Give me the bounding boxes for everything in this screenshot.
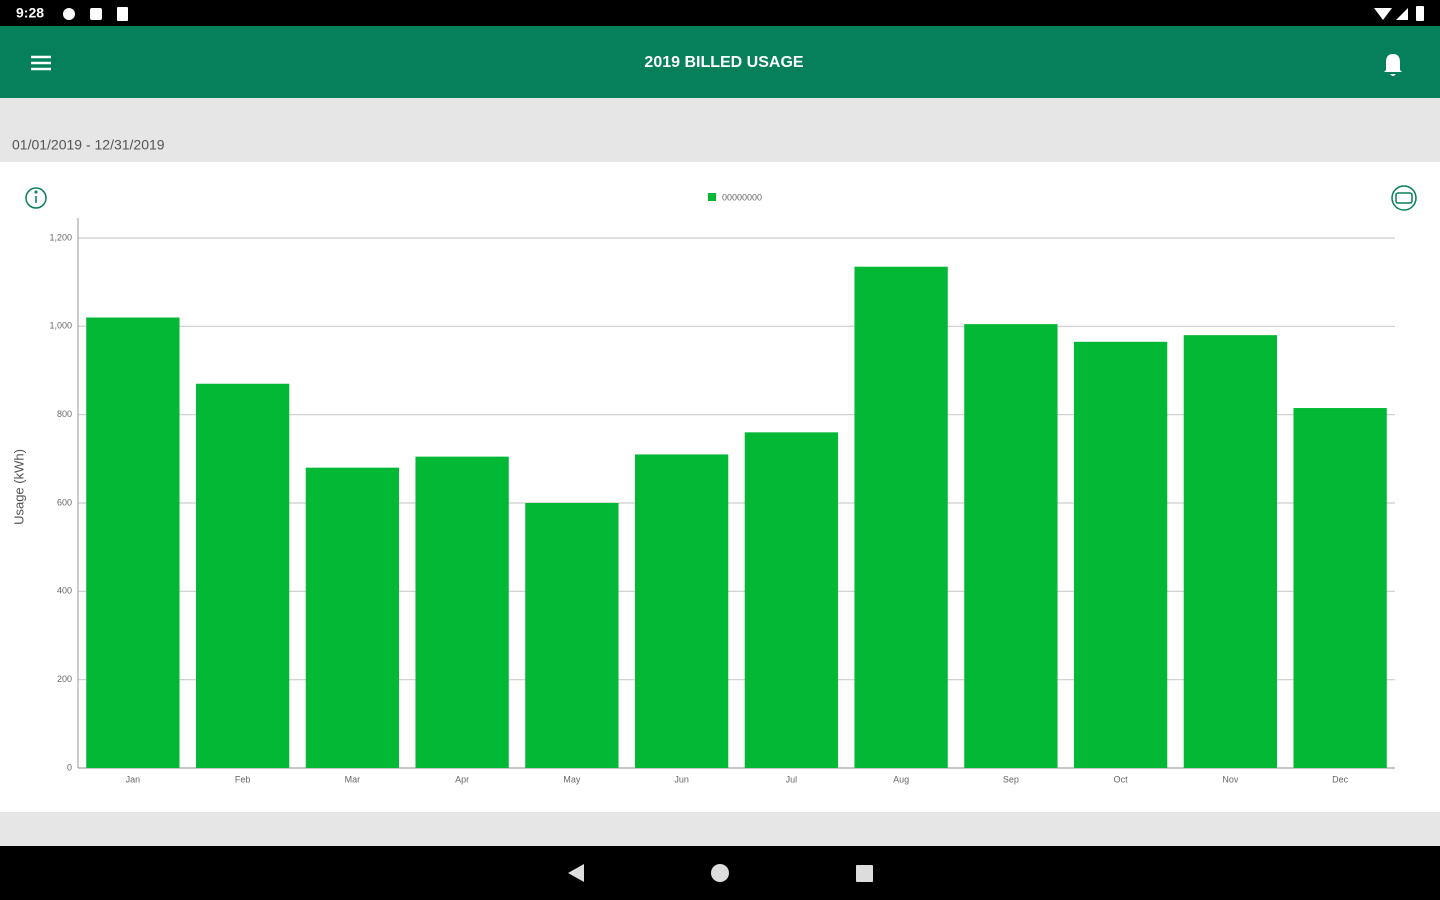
bar	[415, 456, 509, 768]
x-tick-label: May	[563, 774, 581, 784]
x-tick-label: Jul	[786, 774, 798, 784]
legend-label: 00000000	[722, 192, 762, 202]
x-tick-label: Apr	[455, 774, 469, 784]
back-button[interactable]	[568, 864, 584, 882]
bar	[854, 266, 948, 768]
y-axis-label: Usage (kWh)	[11, 449, 26, 525]
y-tick-label: 1,200	[49, 232, 72, 242]
x-tick-label: Dec	[1332, 774, 1349, 784]
bar	[305, 467, 400, 768]
bar	[1293, 408, 1387, 768]
y-tick-label: 200	[57, 674, 72, 684]
legend-swatch	[708, 193, 716, 201]
footer-band	[0, 812, 1440, 846]
bar	[525, 503, 619, 768]
notifications-button[interactable]	[1384, 54, 1402, 76]
x-tick-label: Mar	[345, 774, 361, 784]
y-tick-label: 0	[67, 762, 72, 772]
bar	[964, 324, 1058, 768]
date-band	[0, 98, 1440, 162]
y-tick-label: 600	[57, 497, 72, 507]
bar	[744, 432, 839, 768]
status-icons	[63, 6, 1424, 21]
app-bar	[0, 26, 1440, 98]
bar	[1073, 341, 1168, 768]
status-bar	[0, 0, 1440, 26]
recents-button[interactable]	[856, 865, 873, 882]
chart-toggle-button[interactable]	[1391, 185, 1417, 211]
home-button[interactable]	[711, 864, 729, 882]
bar	[86, 317, 180, 768]
menu-button[interactable]	[31, 55, 51, 71]
bar	[1183, 335, 1278, 768]
y-tick-label: 1,000	[49, 321, 72, 331]
bar	[195, 383, 290, 768]
y-tick-label: 800	[57, 409, 72, 419]
x-tick-label: Feb	[235, 774, 251, 784]
x-tick-label: Jan	[126, 774, 141, 784]
date-range: 01/01/2019 - 12/31/2019	[12, 137, 165, 153]
y-tick-label: 400	[57, 586, 72, 596]
bar	[634, 454, 729, 768]
info-button[interactable]	[25, 187, 47, 209]
x-tick-label: Jun	[674, 774, 689, 784]
x-tick-label: Nov	[1222, 774, 1239, 784]
status-time: 9:28	[16, 5, 44, 21]
x-tick-label: Sep	[1003, 774, 1019, 784]
app-title: 2019 BILLED USAGE	[644, 54, 803, 71]
x-tick-label: Oct	[1114, 774, 1129, 784]
x-tick-label: Aug	[893, 774, 909, 784]
